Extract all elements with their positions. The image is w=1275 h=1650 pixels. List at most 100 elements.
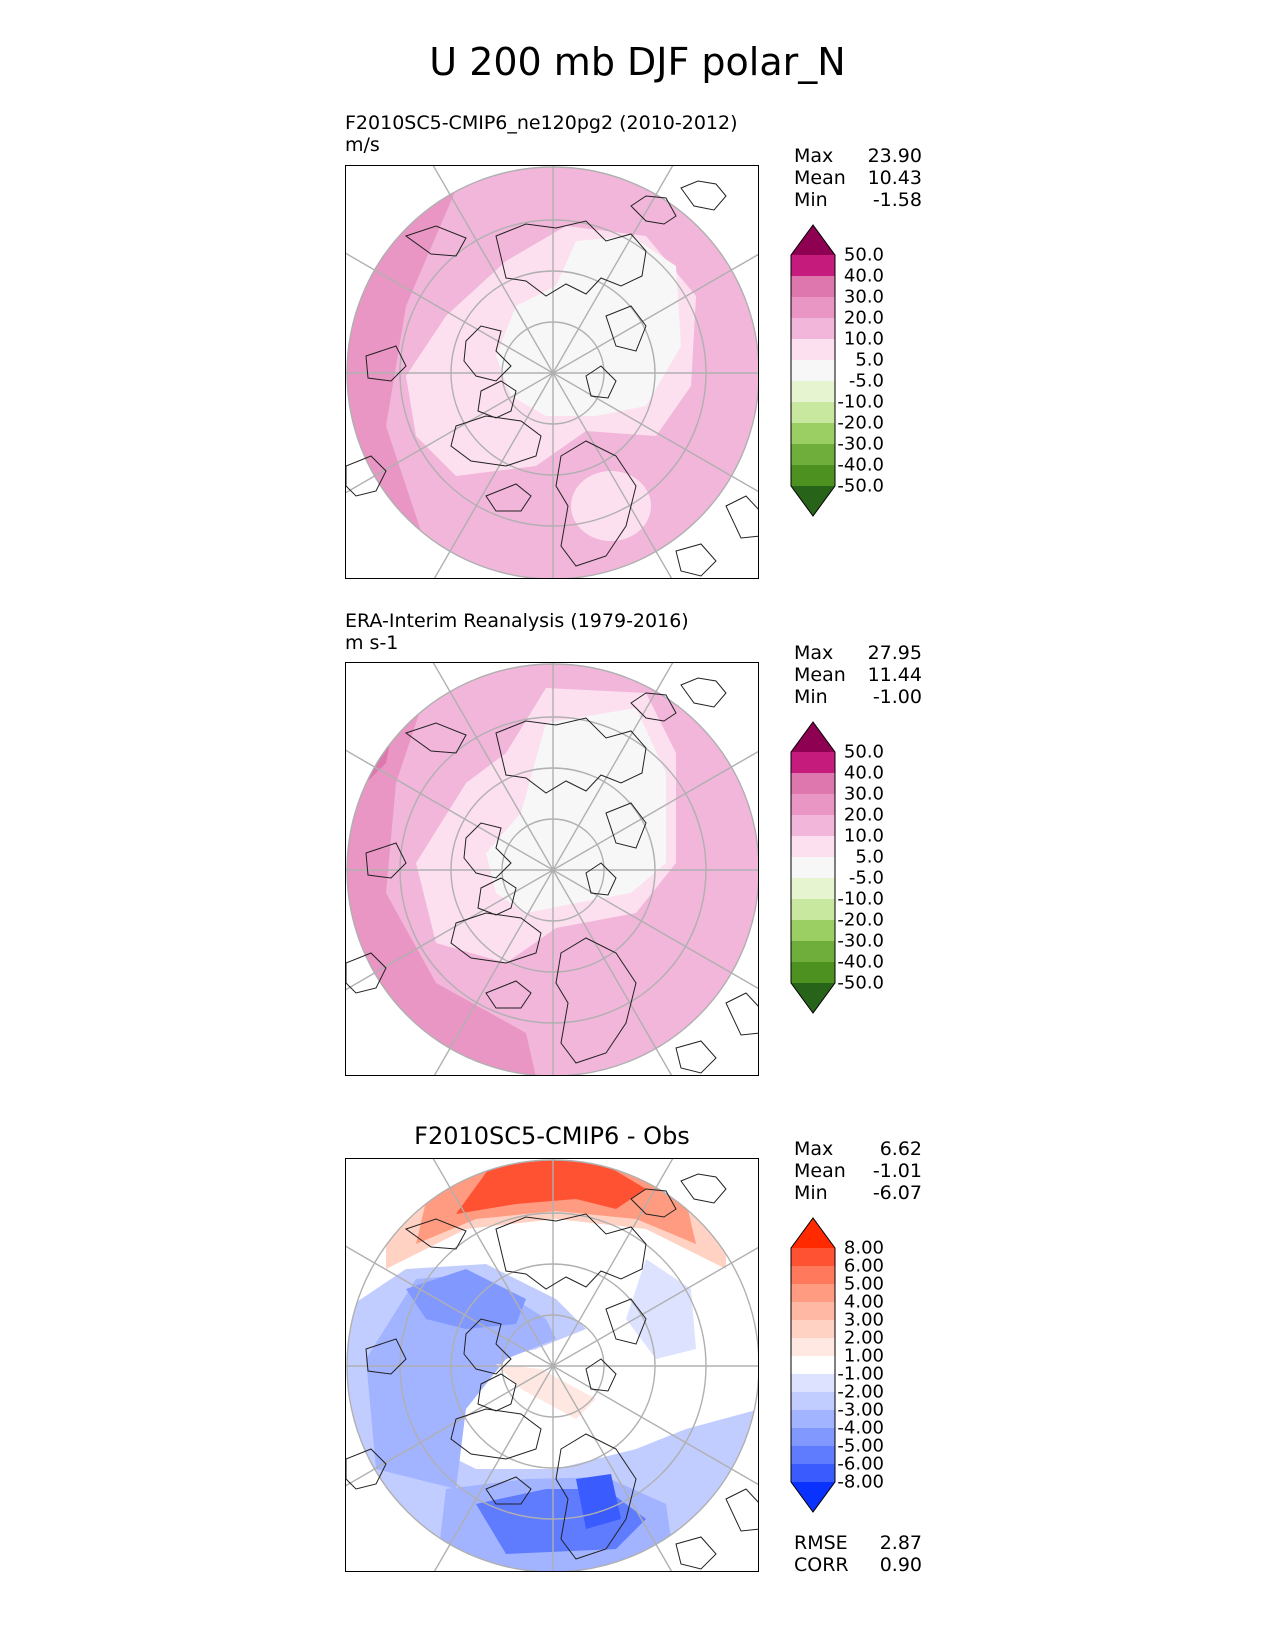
coastline (450, 415, 542, 467)
colorbar-tick-label: -4.00 (837, 1417, 884, 1439)
colorbar-svg (790, 224, 836, 517)
coastline (365, 842, 407, 879)
colorbar-segment (791, 920, 835, 942)
panel1-map (345, 165, 759, 579)
stat-value: 23.90 (867, 145, 922, 167)
coastline (495, 1213, 647, 1290)
coastline (365, 1338, 407, 1375)
panel2-title-line1: ERA-Interim Reanalysis (1979-2016) (345, 610, 689, 632)
colorbar-segment (791, 1410, 835, 1429)
colorbar-segment (791, 360, 835, 382)
stat-label: Mean (794, 1160, 846, 1182)
coastline (404, 1218, 467, 1250)
colorbar-tick-label: 10.0 (843, 825, 884, 847)
colorbar-tick-label: 20.0 (843, 804, 884, 826)
panel2-stats: Max 27.95 Mean 11.44 Min -1.00 (794, 642, 922, 708)
colorbar-extend-bottom (791, 983, 835, 1013)
colorbar-tick-label: 20.0 (843, 307, 884, 329)
colorbar-tick-label: -5.00 (837, 1435, 884, 1457)
colorbar-tick-label: -5.0 (848, 370, 884, 392)
colorbar-segment (791, 899, 835, 921)
coastline (450, 1408, 542, 1460)
longitude-line (432, 663, 673, 1075)
colorbar-tick-label: -30.0 (837, 930, 884, 952)
colorbar-segment (791, 1302, 835, 1321)
colorbar-tick-label: -50.0 (837, 475, 884, 497)
coastline (477, 380, 517, 419)
colorbar-extend-bottom (791, 1482, 835, 1512)
coastline (605, 1298, 647, 1345)
colorbar-segment (791, 1266, 835, 1285)
stat-label: Min (794, 1182, 828, 1204)
coastline (585, 1358, 617, 1392)
panel1-colorbar (790, 224, 836, 521)
colorbar-segment (791, 1248, 835, 1267)
metric-label: CORR (794, 1554, 849, 1576)
panel1-stats: Max 23.90 Mean 10.43 Min -1.58 (794, 145, 922, 211)
coastline (555, 937, 637, 1064)
contour-fill (571, 471, 651, 541)
colorbar-segment (791, 1428, 835, 1447)
colorbar-tick-label: -1.00 (837, 1363, 884, 1385)
colorbar-segment (791, 444, 835, 466)
coastline (404, 722, 467, 754)
contour-fill (626, 1259, 696, 1359)
stat-value: -6.07 (872, 1182, 922, 1204)
contour-fill (456, 1160, 646, 1214)
stat-value: 11.44 (867, 664, 922, 686)
colorbar-extend-bottom (791, 486, 835, 516)
colorbar-tick-label: 40.0 (843, 762, 884, 784)
stat-value: 6.62 (879, 1138, 922, 1160)
coastline (346, 455, 387, 497)
coastline (630, 1188, 677, 1218)
stat-label: Mean (794, 167, 846, 189)
colorbar-tick-label: 30.0 (843, 783, 884, 805)
coastline (485, 1476, 532, 1505)
coastline (477, 877, 517, 916)
colorbar-svg (790, 721, 836, 1014)
coastline (675, 1040, 717, 1074)
colorbar-segment (791, 1464, 835, 1483)
panel1-title-line1: F2010SC5-CMIP6_ne120pg2 (2010-2012) (345, 112, 738, 134)
colorbar-segment (791, 1284, 835, 1303)
stat-value: -1.58 (872, 189, 922, 211)
colorbar-tick-label: 3.00 (843, 1309, 884, 1331)
colorbar-extend-top (791, 1218, 835, 1248)
colorbar-segment (791, 1446, 835, 1465)
coastline (365, 345, 407, 382)
panel3-stats: Max 6.62 Mean -1.01 Min -6.07 (794, 1138, 922, 1204)
colorbar-segment (791, 423, 835, 445)
colorbar-tick-label: 50.0 (843, 741, 884, 763)
metric-label: RMSE (794, 1532, 848, 1554)
coastline (675, 543, 717, 577)
panel1-title: F2010SC5-CMIP6_ne120pg2 (2010-2012) m/s (345, 112, 738, 156)
coastline (725, 1488, 758, 1532)
coastline (463, 325, 512, 382)
colorbar-segment (791, 465, 835, 487)
coastline (630, 692, 677, 722)
metric-value: 2.87 (879, 1532, 922, 1554)
coastline (463, 1318, 512, 1375)
coastline (725, 495, 758, 539)
colorbar-segment (791, 857, 835, 879)
colorbar-segment (791, 381, 835, 403)
coastline (485, 980, 532, 1009)
colorbar-segment (791, 1356, 835, 1375)
colorbar-tick-label: -20.0 (837, 909, 884, 931)
contour-fill (486, 708, 666, 913)
contour-fill (406, 1269, 526, 1329)
colorbar-extend-top (791, 722, 835, 752)
coastline (495, 220, 647, 297)
colorbar-tick-label: 2.00 (843, 1327, 884, 1349)
colorbar-tick-label: 30.0 (843, 286, 884, 308)
coastline (680, 677, 727, 708)
map-svg (346, 166, 758, 578)
stat-label: Min (794, 686, 828, 708)
contour-fill (496, 236, 681, 416)
colorbar-tick-label: 6.00 (843, 1255, 884, 1277)
panel3-title: F2010SC5-CMIP6 - Obs (414, 1122, 690, 1150)
colorbar-segment (791, 297, 835, 319)
coastline (680, 180, 727, 211)
colorbar-segment (791, 815, 835, 837)
panel1-units: m/s (345, 134, 380, 156)
